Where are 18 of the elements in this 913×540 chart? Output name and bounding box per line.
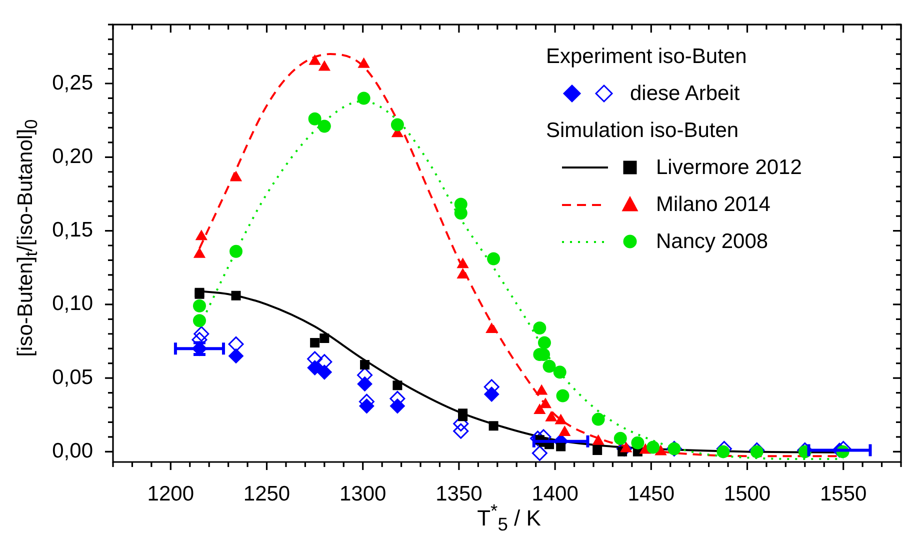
annotation: Simulation iso-Buten bbox=[546, 118, 740, 144]
legend-label: diese Arbeit bbox=[630, 81, 740, 107]
x-tick-label: 1250 bbox=[243, 482, 290, 506]
y-tick-label: 0,00 bbox=[52, 439, 93, 462]
x-tick-label: 1300 bbox=[339, 482, 386, 506]
y-tick-label: 0,05 bbox=[52, 366, 93, 389]
y-tick-label: 0,15 bbox=[52, 218, 93, 242]
annotation: Experiment iso-Buten bbox=[546, 44, 748, 70]
x-tick-label: 1550 bbox=[820, 482, 867, 506]
y-tick-label: 0,25 bbox=[52, 71, 93, 94]
y-tick-label: 0,10 bbox=[52, 292, 93, 316]
legend-label: Milano 2014 bbox=[656, 192, 770, 218]
y-tick-label: 0,20 bbox=[52, 144, 93, 168]
x-tick-label: 1200 bbox=[147, 482, 194, 506]
x-tick-label: 1500 bbox=[724, 482, 771, 506]
x-tick-label: 1450 bbox=[628, 482, 675, 506]
legend-label: Nancy 2008 bbox=[656, 229, 768, 255]
legend-label: Livermore 2012 bbox=[656, 155, 802, 181]
